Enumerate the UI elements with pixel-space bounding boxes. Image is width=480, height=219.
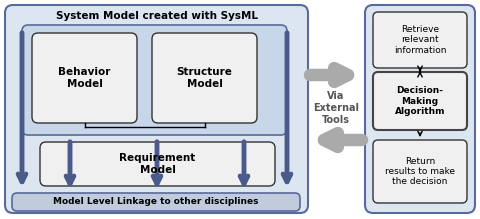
FancyBboxPatch shape [365, 5, 475, 213]
Text: Behavior
Model: Behavior Model [58, 67, 111, 89]
Text: Retrieve
relevant
information: Retrieve relevant information [394, 25, 446, 55]
FancyBboxPatch shape [40, 142, 275, 186]
Text: System Model created with SysML: System Model created with SysML [56, 11, 257, 21]
FancyBboxPatch shape [152, 33, 257, 123]
Text: Via
External
Tools: Via External Tools [313, 91, 359, 125]
Text: Requirement
Model: Requirement Model [120, 153, 196, 175]
FancyBboxPatch shape [32, 33, 137, 123]
FancyBboxPatch shape [373, 72, 467, 130]
FancyBboxPatch shape [12, 193, 300, 211]
Text: Return
results to make
the decision: Return results to make the decision [385, 157, 455, 186]
FancyBboxPatch shape [373, 140, 467, 203]
FancyBboxPatch shape [22, 25, 287, 135]
Text: Decision-
Making
Algorithm: Decision- Making Algorithm [395, 86, 445, 116]
FancyBboxPatch shape [5, 5, 308, 213]
FancyBboxPatch shape [373, 12, 467, 68]
Text: Model Level Linkage to other disciplines: Model Level Linkage to other disciplines [53, 198, 259, 207]
Text: Structure
Model: Structure Model [177, 67, 232, 89]
